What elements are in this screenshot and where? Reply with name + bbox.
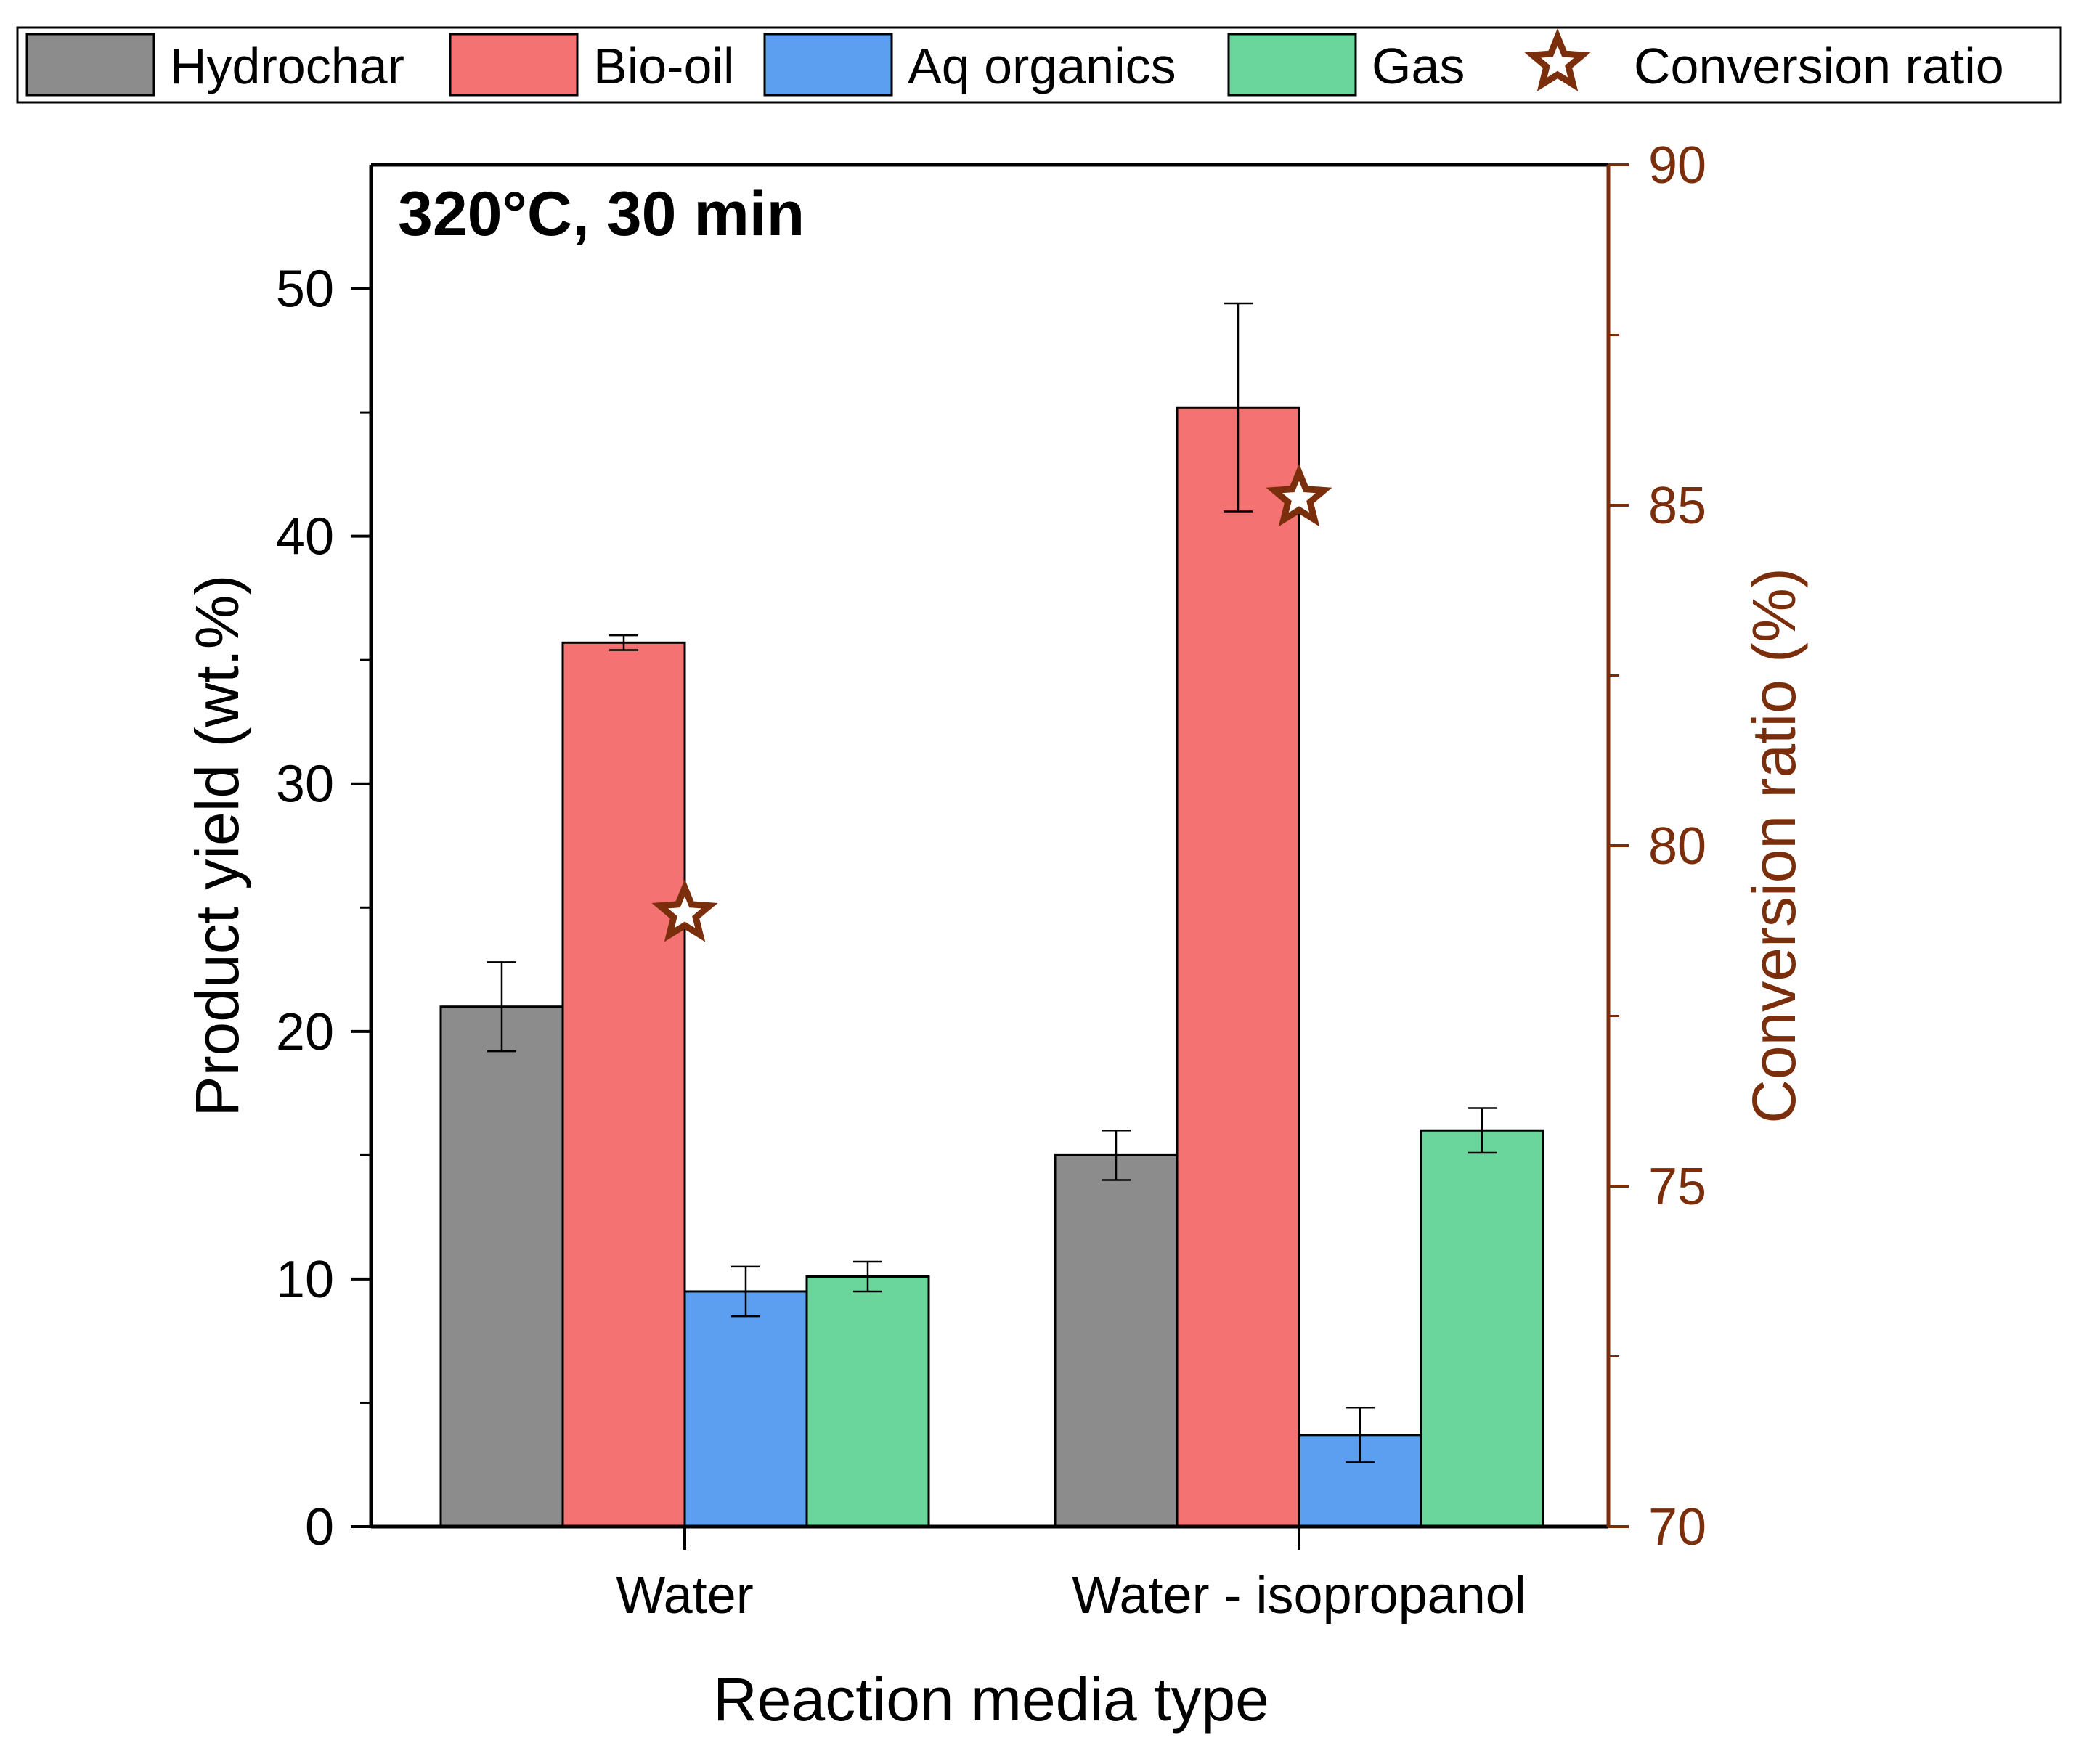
y-tick-label-30: 30 xyxy=(276,756,334,814)
error-bar-hydrochar-0 xyxy=(487,961,516,1053)
axes: 0 10 20 30 40 50 70 75 80 85 90 Water Water - isop… xyxy=(276,136,1706,1625)
legend-swatch-gas xyxy=(1227,33,1357,97)
bar-hydrochar-1 xyxy=(1054,1153,1179,1528)
x-axis-title: Reaction media type xyxy=(713,1665,1269,1734)
error-bar-aq-organics-0 xyxy=(731,1265,760,1318)
x-tick-label-1: Water - isopropanol xyxy=(1072,1567,1526,1625)
legend-label-gas: Gas xyxy=(1372,38,1465,94)
legend-swatch-hydrochar xyxy=(25,33,155,97)
y2-tick-label-70: 70 xyxy=(1648,1498,1706,1556)
legend-frame xyxy=(16,26,2062,104)
y-axis-title: Product yield (wt.%) xyxy=(183,575,251,1117)
y-tick-label-10: 10 xyxy=(276,1251,334,1309)
y-tick-label-50: 50 xyxy=(276,261,334,319)
legend-swatch-bio-oil xyxy=(449,33,579,97)
bar-gas-0 xyxy=(805,1275,930,1528)
error-bar-bio-oil-0 xyxy=(609,634,638,651)
legend-swatch-aq-organics xyxy=(763,33,893,97)
error-bar-hydrochar-1 xyxy=(1102,1130,1131,1181)
conversion-ratio-marker-1 xyxy=(1266,463,1332,527)
y-tick-label-0: 0 xyxy=(305,1498,334,1556)
bar-bio-oil-1 xyxy=(1176,406,1300,1528)
legend-label-conversion-ratio: Conversion ratio xyxy=(1634,38,2004,94)
y2-tick-label-90: 90 xyxy=(1648,136,1706,195)
error-bar-gas-0 xyxy=(853,1260,882,1293)
legend-label-bio-oil: Bio-oil xyxy=(593,38,735,94)
x-tick-label-0: Water xyxy=(616,1567,753,1625)
bar-hydrochar-0 xyxy=(439,1005,564,1528)
chart-annotation: 320°C, 30 min xyxy=(398,179,805,249)
y2-tick-label-80: 80 xyxy=(1648,817,1706,875)
bar-bio-oil-0 xyxy=(561,641,686,1528)
legend-label-hydrochar: Hydrochar xyxy=(170,38,404,94)
error-bar-bio-oil-1 xyxy=(1224,302,1253,513)
y-tick-label-20: 20 xyxy=(276,1003,334,1061)
bar-gas-1 xyxy=(1420,1129,1544,1528)
y2-tick-label-85: 85 xyxy=(1648,477,1706,535)
y-tick-label-40: 40 xyxy=(276,508,334,566)
error-bar-gas-1 xyxy=(1468,1107,1497,1154)
secondary-y-axis-title: Conversion ratio (%) xyxy=(1740,568,1808,1124)
bar-aq-organics-0 xyxy=(683,1290,808,1528)
legend-star-marker xyxy=(1524,28,1591,91)
legend: Hydrochar Bio-oil Aq organics Gas Conversion… xyxy=(16,26,2062,104)
y2-tick-label-75: 75 xyxy=(1648,1158,1706,1216)
error-bar-aq-organics-1 xyxy=(1346,1407,1375,1463)
legend-label-aq-organics: Aq organics xyxy=(908,38,1176,94)
conversion-ratio-marker-0 xyxy=(651,878,718,942)
